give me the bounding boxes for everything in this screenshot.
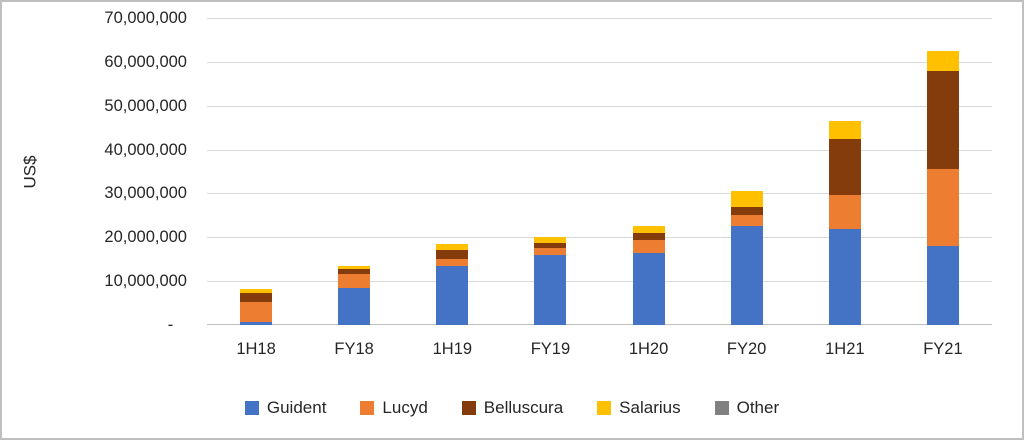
bar-segment-belluscura-1h20 (632, 232, 665, 240)
bar-segment-guident-fy18 (338, 287, 371, 325)
bar-segment-guident-1h18 (240, 321, 273, 325)
gridline (207, 149, 992, 151)
x-tick-label-1h21: 1H21 (825, 340, 865, 358)
bar-segment-belluscura-fy20 (730, 206, 763, 215)
legend-item-belluscura: Belluscura (461, 398, 564, 418)
gridline (207, 193, 992, 195)
gridline (207, 18, 992, 19)
bar-segment-guident-fy19 (534, 254, 567, 325)
bar-segment-belluscura-1h21 (828, 138, 861, 195)
bar-segment-lucyd-fy21 (926, 169, 959, 247)
bar-segment-lucyd-1h19 (436, 259, 469, 266)
x-tick-label-1h20: 1H20 (628, 340, 669, 358)
y-axis-ticks: - 10,000,000 20,000,000 30,000,000 40,000,0… (57, 9, 187, 334)
bar-segment-salarius-1h19 (436, 243, 469, 251)
bar-segment-lucyd-1h18 (240, 301, 273, 322)
bar-segment-salarius-fy20 (730, 191, 763, 207)
legend-item-lucyd: Lucyd (360, 398, 428, 418)
x-tick-label-fy20: FY20 (726, 340, 767, 358)
legend-swatch-other (714, 401, 729, 415)
bar-segment-salarius-fy21 (926, 50, 959, 71)
bar-segment-guident-1h20 (632, 252, 665, 325)
bar-segment-guident-fy21 (926, 246, 959, 325)
legend: Guident Lucyd Belluscura Salarius Other (2, 394, 1022, 422)
bar-segment-belluscura-fy18 (338, 269, 371, 274)
legend-label-guident: Guident (266, 398, 327, 417)
bar-segment-guident-1h19 (436, 265, 469, 325)
legend-label-salarius: Salarius (619, 398, 681, 417)
bar-segment-belluscura-1h18 (240, 293, 273, 302)
bar-segment-guident-1h21 (828, 228, 861, 325)
x-axis-line (207, 324, 992, 325)
legend-item-salarius: Salarius (597, 398, 681, 418)
legend-swatch-salarius (597, 401, 612, 415)
legend-swatch-belluscura (461, 401, 476, 415)
bar-segment-belluscura-fy21 (926, 70, 959, 170)
bar-segment-belluscura-1h19 (436, 250, 469, 260)
legend-swatch-guident (244, 401, 259, 415)
legend-item-other: Other (714, 398, 780, 418)
gridline (207, 61, 992, 63)
x-tick-label-fy19: FY19 (530, 340, 571, 358)
y-tick-label: 20,000,000 (104, 228, 187, 247)
y-tick-label: 70,000,000 (104, 9, 187, 27)
bar-segment-salarius-fy18 (338, 265, 371, 270)
bar-segment-lucyd-fy18 (338, 273, 371, 288)
x-tick-label-1h19: 1H19 (432, 340, 473, 358)
x-tick-label-fy18: FY18 (334, 340, 374, 358)
y-tick-label: 40,000,000 (104, 140, 187, 159)
legend-label-belluscura: Belluscura (483, 398, 564, 417)
bar-segment-lucyd-fy19 (534, 248, 567, 255)
bar-segment-salarius-1h21 (828, 121, 861, 139)
bar-segment-guident-fy20 (730, 226, 763, 325)
legend-label-other: Other (736, 398, 780, 417)
gridline (207, 105, 992, 107)
plot-area (207, 18, 992, 325)
gridline (207, 281, 992, 283)
y-axis-title: US$ (20, 154, 40, 189)
legend-item-guident: Guident (244, 398, 327, 418)
bar-segment-belluscura-fy19 (534, 242, 567, 249)
bar-segment-lucyd-1h21 (828, 194, 861, 229)
gridline (207, 237, 992, 239)
legend-swatch-lucyd (360, 401, 375, 415)
bar-segment-lucyd-1h20 (632, 239, 665, 253)
y-tick-label: - (163, 316, 187, 334)
y-axis-title-box: US$ (10, 18, 52, 325)
bar-segment-salarius-fy19 (534, 237, 567, 243)
x-tick-label-fy21: FY21 (923, 340, 963, 358)
y-tick-label: 60,000,000 (104, 52, 187, 71)
y-tick-label: 50,000,000 (104, 96, 187, 115)
x-axis-ticks: 1H18 FY18 1H19 FY19 1H20 FY20 1H21 FY21 (207, 340, 992, 364)
bar-segment-lucyd-fy20 (730, 214, 763, 227)
y-tick-label: 30,000,000 (104, 184, 187, 203)
bar-segment-salarius-1h20 (632, 226, 665, 233)
y-tick-label: 10,000,000 (104, 272, 187, 291)
bar-segment-salarius-1h18 (240, 288, 273, 293)
x-tick-label-1h18: 1H18 (236, 340, 276, 358)
legend-label-lucyd: Lucyd (382, 398, 428, 417)
